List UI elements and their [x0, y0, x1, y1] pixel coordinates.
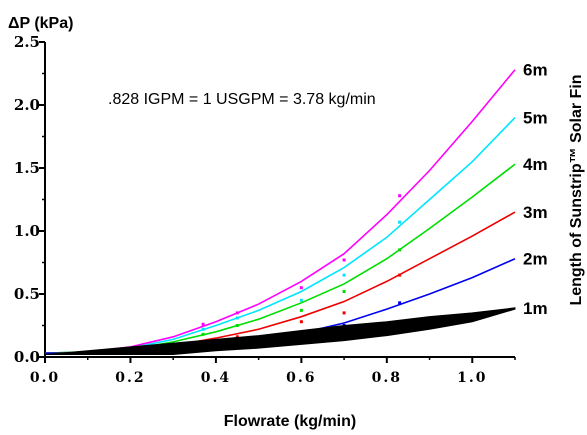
series-5m-point — [299, 298, 303, 302]
series-4m-label: 4m — [523, 155, 548, 174]
y-tick-label: 0.5 — [14, 285, 40, 303]
conversion-annotation: .828 IGPM = 1 USGPM = 3.78 kg/min — [108, 91, 376, 108]
series-6m-point — [398, 194, 402, 198]
series-2m-label: 2m — [523, 250, 548, 269]
axes — [39, 41, 516, 363]
series-group — [44, 69, 516, 355]
series-5m-label: 5m — [523, 109, 548, 128]
right-axis-title: Length of Sunstrip™ Solar Fin — [568, 74, 585, 305]
series-3m-point — [342, 311, 346, 315]
series-3m-label: 3m — [523, 203, 548, 222]
series-6m-point — [201, 322, 205, 326]
y-axis-title: ΔP (kPa) — [8, 15, 73, 32]
x-tick-label: 0.4 — [201, 370, 231, 386]
series-6m-point — [342, 258, 346, 262]
series-3m-point — [398, 273, 402, 277]
x-tick-label: 0.0 — [30, 370, 60, 386]
series-6m-label: 6m — [523, 61, 548, 80]
series-6m-point — [299, 286, 303, 290]
series-4m-point — [342, 289, 346, 293]
series-5m-point — [398, 220, 402, 224]
x-tick-label: 1.0 — [457, 370, 487, 386]
series-5m-point — [342, 273, 346, 277]
series-5m-point — [235, 316, 239, 320]
series-4m-point — [398, 248, 402, 252]
series-4m-point — [235, 324, 239, 327]
y-tick-label: 2.5 — [14, 33, 40, 51]
labels: ΔP (kPa) Flowrate (kg/min) Length of Sun… — [8, 15, 585, 430]
series-5m-point — [201, 327, 205, 331]
series-6m-point — [235, 311, 239, 315]
series-3m-point — [235, 335, 239, 339]
series-1m-label: 1m — [523, 299, 548, 318]
x-axis-title: Flowrate (kg/min) — [224, 413, 356, 430]
series-3m-point — [299, 320, 303, 324]
y-tick-label: 0.0 — [14, 348, 40, 366]
x-tick-label: 0.6 — [286, 370, 316, 386]
x-tick-label: 0.8 — [372, 370, 402, 386]
y-tick-label: 1.5 — [14, 159, 40, 177]
series-1m-band — [44, 307, 516, 355]
series-3m-line — [45, 211, 516, 355]
series-4m-point — [299, 308, 303, 312]
series-4m-point — [201, 332, 205, 336]
x-tick-label: 0.2 — [115, 370, 145, 386]
series-2m-point — [398, 301, 402, 305]
y-tick-label: 2.0 — [14, 96, 40, 114]
y-tick-label: 1.0 — [14, 222, 40, 240]
